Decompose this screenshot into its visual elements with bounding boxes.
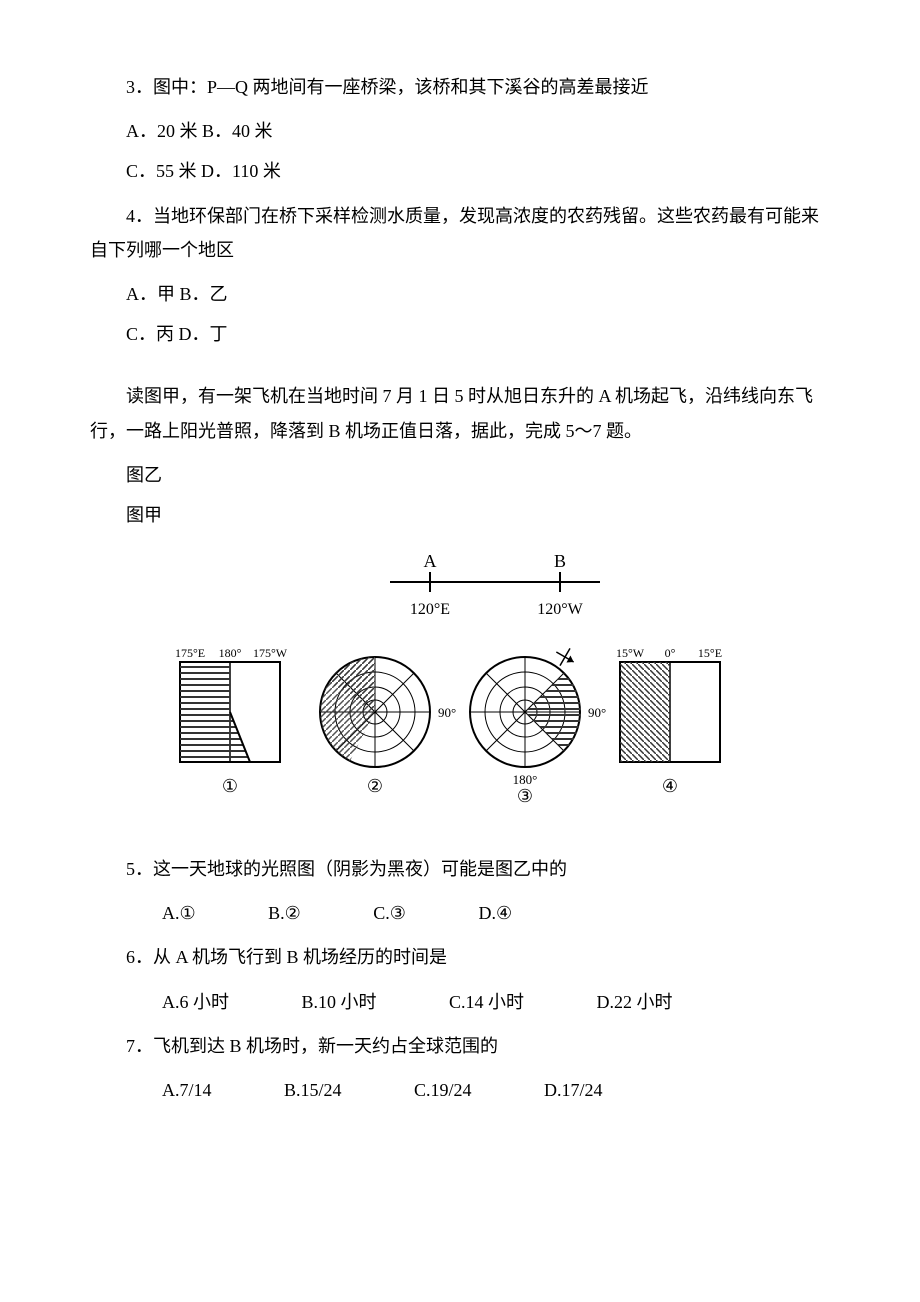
q3-option-ab: A．20 米 B．40 米 (90, 114, 830, 148)
q7-B: B.15/24 (248, 1073, 342, 1107)
label-1: ① (222, 776, 238, 796)
panel-4: 15°W 0° 15°E ④ (616, 646, 722, 796)
p1-left: 175°E (175, 646, 205, 660)
q4-stem: 4．当地环保部门在桥下采样检测水质量，发现高浓度的农药残留。这些农药最有可能来自… (90, 199, 830, 267)
q3-stem: 3．图中：P—Q 两地间有一座桥梁，该桥和其下溪谷的高差最接近 (90, 70, 830, 104)
q5-options: A.① B.② C.③ D.④ (90, 896, 830, 930)
figure-container: A B 120°E 120°W 175°E 180° 175°W ① 90° ② (90, 552, 830, 832)
q4-option-cd: C．丙 D．丁 (90, 317, 830, 351)
q7-options: A.7/14 B.15/24 C.19/24 D.17/24 (90, 1073, 830, 1107)
q7-C: C.19/24 (378, 1073, 472, 1107)
p4-left: 15°W (616, 646, 645, 660)
q5-B: B.② (232, 896, 301, 930)
p1-right: 175°W (253, 646, 288, 660)
p4-mid: 0° (665, 646, 676, 660)
label-3: ③ (517, 786, 533, 806)
q5-D: D.④ (442, 896, 512, 930)
panel-2: 90° ② (320, 657, 456, 796)
p1-mid: 180° (219, 646, 242, 660)
figure-svg: A B 120°E 120°W 175°E 180° 175°W ① 90° ② (160, 552, 760, 832)
fig-lon-right: 120°W (537, 601, 583, 618)
panel-1: 175°E 180° 175°W ① (175, 646, 288, 796)
label-2: ② (367, 776, 383, 796)
fig-jia: A B 120°E 120°W (390, 552, 600, 618)
q7-A: A.7/14 (126, 1073, 212, 1107)
p3-deg: 90° (588, 705, 606, 720)
q6-A: A.6 小时 (126, 985, 229, 1019)
q3-option-cd: C．55 米 D．110 米 (90, 154, 830, 188)
intro-text: 读图甲，有一架飞机在当地时间 7 月 1 日 5 时从旭日东升的 A 机场起飞，… (90, 379, 830, 447)
q4-option-ab: A．甲 B．乙 (90, 277, 830, 311)
fig-A-label: A (424, 552, 437, 571)
label-tu-jia: 图甲 (90, 498, 830, 532)
panel-3: 90° 180° ③ (470, 643, 606, 806)
q6-D: D.22 小时 (561, 985, 673, 1019)
q5-stem: 5．这一天地球的光照图（阴影为黑夜）可能是图乙中的 (90, 852, 830, 886)
q5-C: C.③ (337, 896, 406, 930)
label-tu-yi: 图乙 (90, 458, 830, 492)
p3-bottom: 180° (513, 772, 538, 787)
q6-stem: 6．从 A 机场飞行到 B 机场经历的时间是 (90, 940, 830, 974)
fig-B-label: B (554, 552, 566, 571)
q7-stem: 7．飞机到达 B 机场时，新一天约占全球范围的 (90, 1029, 830, 1063)
q7-D: D.17/24 (508, 1073, 603, 1107)
label-4: ④ (662, 776, 678, 796)
q6-C: C.14 小时 (413, 985, 524, 1019)
p2-deg: 90° (438, 705, 456, 720)
fig-lon-left: 120°E (410, 601, 450, 618)
p4-right: 15°E (698, 646, 722, 660)
q6-B: B.10 小时 (266, 985, 377, 1019)
q6-options: A.6 小时 B.10 小时 C.14 小时 D.22 小时 (90, 985, 830, 1019)
q5-A: A.① (126, 896, 196, 930)
